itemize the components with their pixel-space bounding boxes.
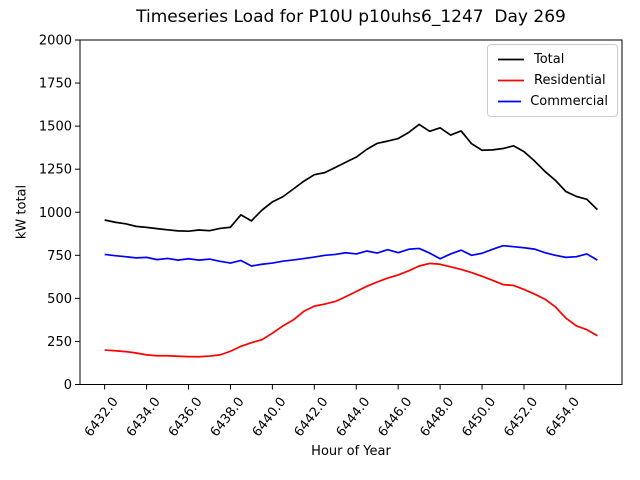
legend-item-residential: Residential (497, 73, 608, 88)
x-tick-label: 6442.0 (292, 395, 332, 440)
x-tick-label: 6440.0 (250, 395, 290, 440)
x-tick-label: 6454.0 (543, 395, 583, 440)
series-line-commercial (104, 244, 598, 267)
x-tick-label: 6448.0 (417, 395, 457, 440)
x-tick-label: 6446.0 (375, 395, 415, 440)
legend-swatch-residential (498, 79, 524, 82)
legend: Total Residential Commercial (487, 44, 618, 117)
y-tick-label: 1250 (39, 163, 72, 178)
y-tick-label: 1750 (39, 77, 72, 92)
legend-label-commercial: Commercial (530, 94, 608, 109)
series-line-total (104, 123, 598, 233)
x-tick-label: 6434.0 (124, 395, 164, 440)
plot-border (79, 39, 623, 385)
x-axis-label: Hour of Year (311, 444, 391, 459)
y-tick-label: 500 (47, 292, 72, 307)
y-tick-label: 250 (47, 335, 72, 350)
legend-label-residential: Residential (534, 73, 606, 88)
legend-label-total: Total (534, 52, 565, 67)
y-axis-label: kW total (14, 184, 30, 240)
y-tick-label: 1000 (39, 206, 72, 221)
x-tick-label: 6438.0 (208, 395, 248, 440)
legend-item-total: Total (497, 52, 608, 67)
y-tick-label: 1500 (39, 120, 72, 135)
y-tick-label: 0 (64, 378, 72, 393)
chart-title: Timeseries Load for P10U p10uhs6_1247 Da… (136, 7, 566, 27)
x-tick-label: 6452.0 (501, 395, 541, 440)
x-tick-label: 6432.0 (82, 395, 122, 440)
series-line-residential (104, 262, 598, 358)
x-tick-label: 6444.0 (334, 395, 374, 440)
legend-swatch-total (498, 58, 524, 61)
y-tick-label: 2000 (39, 34, 72, 49)
legend-swatch-commercial (498, 100, 522, 103)
legend-item-commercial: Commercial (497, 94, 608, 109)
x-tick-label: 6436.0 (166, 395, 206, 440)
y-tick-label: 750 (47, 249, 72, 264)
x-tick-label: 6450.0 (459, 395, 499, 440)
